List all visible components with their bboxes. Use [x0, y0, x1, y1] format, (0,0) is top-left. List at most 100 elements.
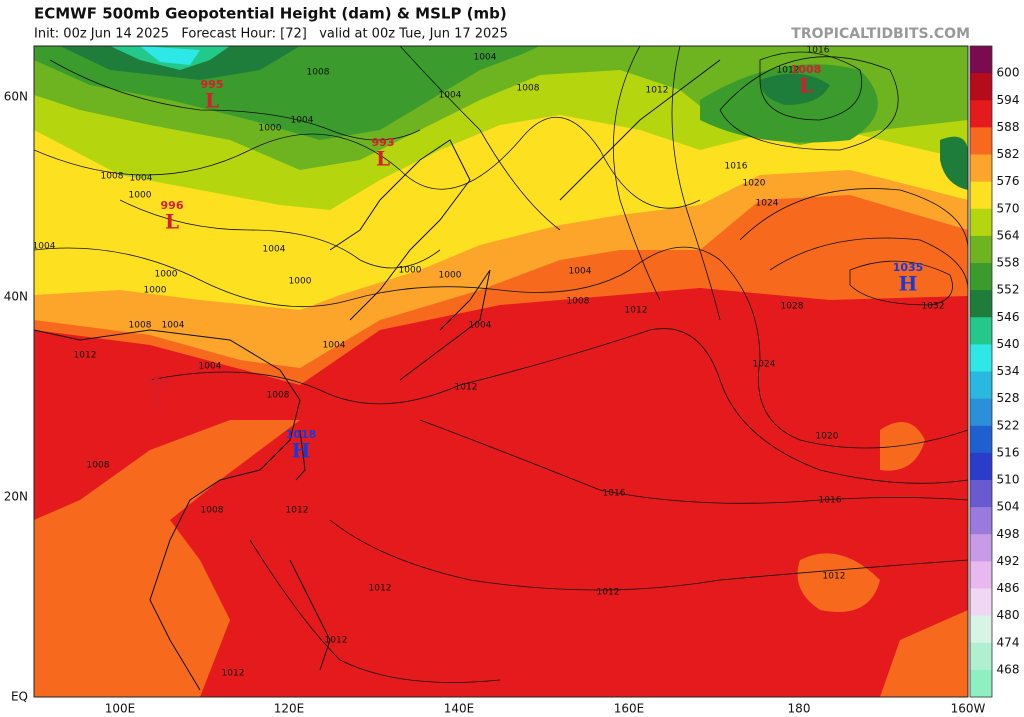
isobar-label: 1032 [922, 302, 945, 312]
isobar-label: 1004 [569, 267, 592, 277]
colorbar-label: 588 [997, 120, 1020, 134]
title: ECMWF 500mb Geopotential Height (dam) & … [34, 5, 507, 23]
center-letter: L [376, 147, 390, 171]
center-letter: H [292, 439, 311, 463]
colorbar-cell [970, 480, 992, 508]
center-value: 995 [201, 78, 224, 91]
colorbar-label: 564 [997, 228, 1020, 242]
colorbar-label: 528 [997, 391, 1020, 405]
lon-label: 160W [951, 702, 986, 716]
colorbar-label: 582 [997, 147, 1020, 161]
colorbar-cell [970, 73, 992, 101]
lat-label: 20N [4, 490, 28, 504]
isobar-label: 1028 [781, 302, 804, 312]
isobar-label: 1024 [756, 199, 779, 209]
isobar-label: 1008 [267, 391, 290, 401]
lon-label: 120E [274, 702, 305, 716]
isobar [249, 539, 501, 683]
colorbar-cell [970, 290, 992, 318]
isobar-label: 1020 [816, 432, 839, 442]
isobar-label: 1016 [725, 162, 748, 172]
center-letter: L [205, 89, 219, 113]
lon-label: 100E [105, 702, 136, 716]
center-value: 993 [372, 136, 395, 149]
colorbar-cell [970, 208, 992, 237]
credit: TROPICALTIDBITS.COM [791, 26, 970, 42]
colorbar-cell [970, 669, 992, 698]
lon-label: 180 [788, 702, 811, 716]
height-band [797, 422, 968, 697]
isobar [671, 46, 721, 321]
isobar-label: 1000 [399, 266, 422, 276]
lon-label: 140E [444, 702, 475, 716]
colorbar-label: 576 [997, 174, 1020, 188]
isobar-label: 1000 [155, 270, 178, 280]
isobar [34, 116, 701, 209]
init-line: Init: 00z Jun 14 2025 Forecast Hour: [72… [34, 27, 508, 42]
isobar [49, 59, 421, 141]
isobar [769, 237, 968, 291]
isobar-label: 1012 [74, 351, 97, 361]
isobar-label: 1004 [439, 91, 462, 101]
isobar-label: 1004 [474, 53, 497, 63]
center-letter: L [165, 210, 179, 234]
isobar [612, 46, 661, 301]
isobar-label: 1012 [646, 86, 669, 96]
colorbar-label: 570 [997, 201, 1020, 215]
colorbar-frame [969, 45, 993, 698]
colorbar-cell [970, 263, 992, 291]
isobar [849, 260, 953, 306]
isobar [719, 56, 899, 151]
center-letter: L [799, 74, 813, 98]
isobar-label: 1008 [101, 172, 124, 182]
colorbar-label: 600 [997, 66, 1020, 80]
colorbar-label: 540 [997, 337, 1020, 351]
map-layers: 1008 1004 1008 1012 1016 1012 1016 1020 1024 1028… [34, 46, 968, 697]
lat-label: 40N [4, 290, 28, 304]
isobar-label: 1004 [291, 116, 314, 126]
center-value: 1008 [791, 63, 822, 76]
colorbar-label: 534 [997, 364, 1020, 378]
colorbar-label: 480 [997, 608, 1020, 622]
isobar-label: 1004 [469, 321, 492, 331]
height-band [140, 46, 200, 65]
colorbar-cell [970, 371, 992, 400]
colorbar-label: 468 [997, 662, 1020, 676]
colorbar-cell [970, 344, 992, 372]
center-value: 996 [161, 199, 184, 212]
colorbar-cell [970, 181, 992, 210]
colorbar-label: 558 [997, 256, 1020, 270]
colorbar-cell [970, 615, 992, 644]
colorbar-cell [970, 425, 992, 454]
map: 1008 1004 1008 1012 1016 1012 1016 1020 1024 1028… [34, 46, 968, 697]
colorbar-cell [970, 154, 992, 183]
isobar [119, 199, 441, 269]
lon-label: 160E [614, 702, 645, 716]
isobar [419, 419, 968, 504]
isobar [759, 51, 862, 121]
isobar [34, 246, 968, 449]
isobar-label: 1016 [819, 496, 842, 506]
isobar-label: 1004 [263, 245, 286, 255]
colorbar-label: 492 [997, 554, 1020, 568]
colorbar-label: 498 [997, 527, 1020, 541]
colorbar-label: 516 [997, 445, 1020, 459]
isobar-label: 1004 [323, 341, 346, 351]
isobar-label: 1012 [286, 506, 309, 516]
colorbar-cell [970, 534, 992, 562]
colorbar-cell [970, 100, 992, 128]
isobar-label: 1020 [743, 179, 766, 189]
center-value: 1018 [286, 428, 317, 441]
isobar-label: 1016 [807, 46, 830, 56]
isobar-label: 1012 [597, 588, 620, 598]
colorbar-cell [970, 127, 992, 155]
isobar [739, 188, 968, 251]
colorbar-label: 552 [997, 283, 1020, 297]
colorbar-label: 522 [997, 418, 1020, 432]
isobar-label: 1012 [325, 636, 348, 646]
isobar-label: 1004 [199, 362, 222, 372]
lat-label: EQ [11, 690, 28, 704]
isobar-label: 1008 [129, 321, 152, 331]
colorbar-cell [970, 642, 992, 671]
isobar-label: 1012 [823, 572, 846, 582]
